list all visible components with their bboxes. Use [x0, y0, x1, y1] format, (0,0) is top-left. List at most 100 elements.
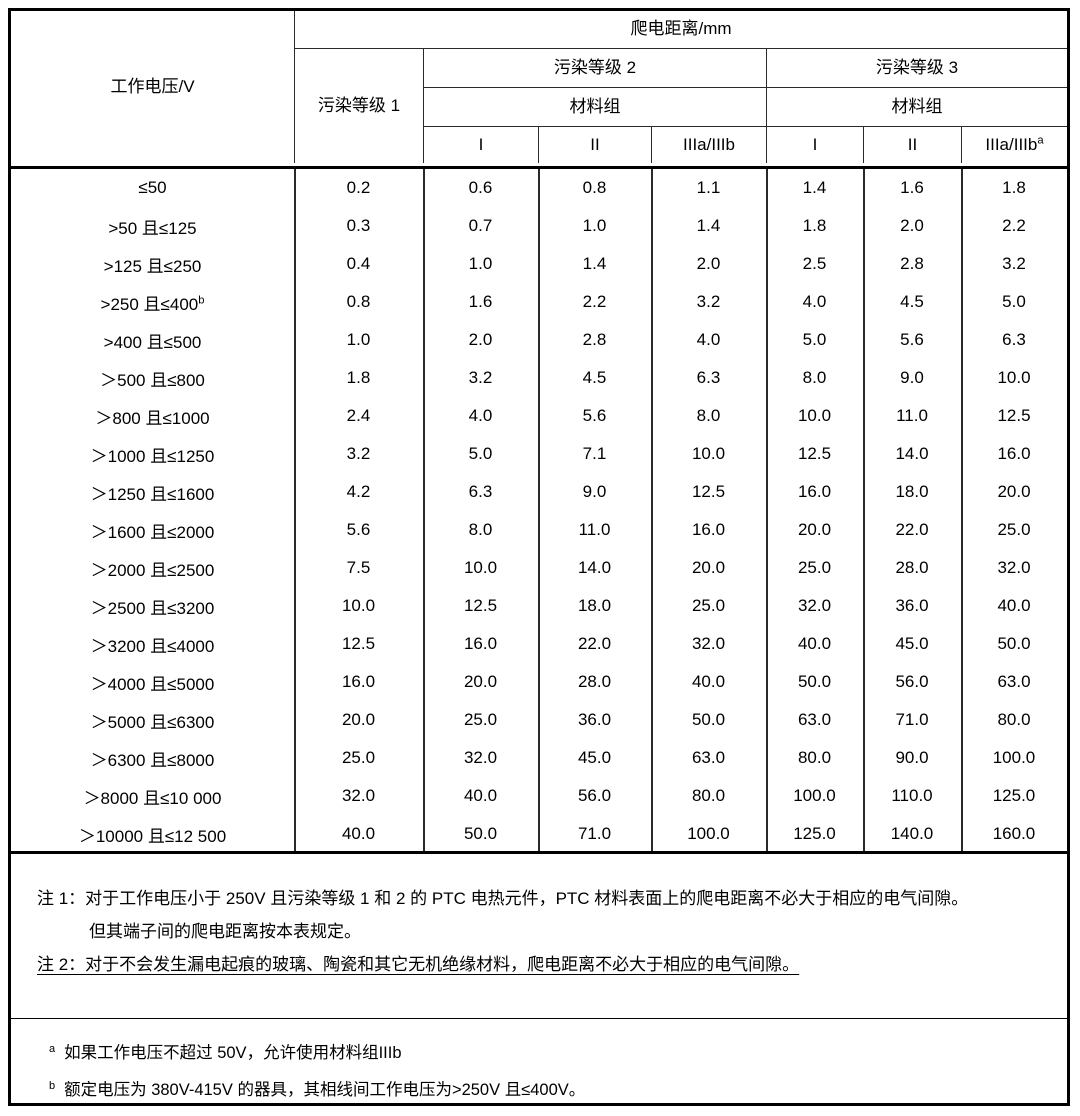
creepage-value-cell: 3.2 [346, 444, 371, 463]
creepage-value-cell: 2.2 [582, 292, 607, 311]
creepage-value-cell: 12.5 [691, 482, 726, 501]
creepage-value-cell: 25.0 [691, 596, 726, 615]
creepage-value-cell: 8.0 [696, 406, 721, 425]
creepage-value-cell: 160.0 [992, 824, 1036, 843]
creepage-value-cell: 12.5 [997, 406, 1031, 425]
creepage-value-cell: 56.0 [577, 786, 612, 805]
creepage-value-cell: 14.0 [577, 558, 612, 577]
creepage-value-cell: 71.0 [577, 824, 612, 843]
voltage-range-cell: ＞2000 且≤2500 [90, 560, 215, 580]
creepage-value-cell: 5.0 [802, 330, 827, 349]
creepage-value-cell: 32.0 [341, 786, 376, 805]
footnote-ref-b: b [198, 293, 205, 306]
voltage-range-cell: ≤50 [138, 178, 167, 197]
creepage-value-cell: 20.0 [341, 710, 376, 729]
note-2-text: 注 2：对于不会发生漏电起痕的玻璃、陶瓷和其它无机绝缘材料，爬电距离不必大于相应… [37, 955, 800, 975]
creepage-value-cell: 25.0 [463, 710, 498, 729]
footnote-b: b 额定电压为 380V-415V 的器具，其相线间工作电压为>250V 且≤40… [37, 1072, 1041, 1109]
creepage-value-cell: 80.0 [797, 748, 832, 767]
creepage-value-cell: 125.0 [793, 824, 836, 843]
voltage-range-cell: ＞4000 且≤5000 [90, 674, 215, 694]
note-2: 注 2：对于不会发生漏电起痕的玻璃、陶瓷和其它无机绝缘材料，爬电距离不必大于相应… [37, 948, 1041, 981]
creepage-value-cell: 5.0 [468, 444, 493, 463]
header-pollution-1-label: 污染等级 1 [317, 95, 401, 115]
header-creepage-label: 爬电距离/mm [630, 19, 732, 39]
footnotes-section: a 如果工作电压不超过 50V，允许使用材料组IIIb b 额定电压为 380V-4… [11, 1019, 1067, 1109]
creepage-value-cell: 9.0 [582, 482, 607, 501]
creepage-value-cell: 0.8 [346, 292, 371, 311]
table-row: ＞8000 且≤10 000 32.0 40.0 56.0 80.0 100.0 110.0… [11, 777, 1067, 815]
creepage-value-cell: 16.0 [997, 444, 1031, 463]
creepage-value-cell: 4.5 [900, 292, 924, 311]
creepage-value-cell: 16.0 [341, 672, 376, 691]
creepage-value-cell: 10.0 [997, 368, 1031, 387]
header-pollution-2-label: 污染等级 2 [553, 57, 637, 77]
creepage-value-cell: 20.0 [463, 672, 498, 691]
creepage-value-cell: 125.0 [992, 786, 1036, 805]
table-body: ≤50 0.2 0.6 0.8 1.1 1.4 1.6 1.8 >50 且≤125 0.3 0.7 1… [11, 169, 1067, 854]
creepage-value-cell: 8.0 [802, 368, 827, 387]
header-group-pd3-ii: II [863, 127, 961, 163]
header-group-pd3-iiia-iiib: IIIa/IIIba [961, 127, 1067, 163]
table-row: ＞1250 且≤1600 4.2 6.3 9.0 12.5 16.0 18.0 20.0 [11, 473, 1067, 511]
creepage-value-cell: 1.6 [900, 178, 924, 197]
creepage-value-cell: 80.0 [997, 710, 1031, 729]
voltage-range-cell: ＞10000 且≤12 500 [78, 826, 227, 846]
creepage-value-cell: 10.0 [797, 406, 832, 425]
creepage-value-cell: 4.5 [582, 368, 607, 387]
creepage-value-cell: 1.4 [802, 178, 827, 197]
creepage-value-cell: 36.0 [577, 710, 612, 729]
creepage-value-cell: 7.5 [346, 558, 371, 577]
creepage-value-cell: 18.0 [895, 482, 929, 501]
creepage-value-cell: 100.0 [793, 786, 836, 805]
voltage-range-cell: ＞2500 且≤3200 [90, 598, 215, 618]
creepage-value-cell: 3.2 [468, 368, 493, 387]
header-group-pd2-ii: II [538, 127, 651, 163]
table-row: ＞1000 且≤1250 3.2 5.0 7.1 10.0 12.5 14.0 16.0 [11, 435, 1067, 473]
creepage-value-cell: 1.6 [468, 292, 493, 311]
voltage-range-cell: ＞6300 且≤8000 [90, 750, 215, 770]
creepage-value-cell: 16.0 [463, 634, 498, 653]
creepage-value-cell: 7.1 [582, 444, 607, 463]
creepage-value-cell: 10.0 [463, 558, 498, 577]
voltage-range-cell: ＞1600 且≤2000 [90, 522, 215, 542]
creepage-value-cell: 45.0 [895, 634, 929, 653]
creepage-value-cell: 12.5 [341, 634, 376, 653]
creepage-value-cell: 40.0 [691, 672, 726, 691]
creepage-value-cell: 140.0 [890, 824, 934, 843]
creepage-value-cell: 14.0 [895, 444, 929, 463]
creepage-value-cell: 0.7 [468, 216, 493, 235]
header-group-pd2-ii-label: II [590, 134, 600, 154]
creepage-data-table: ≤50 0.2 0.6 0.8 1.1 1.4 1.6 1.8 >50 且≤125 0.3 0.7 1… [11, 169, 1067, 853]
header-group-pd2-iiia-iiib-label: IIIa/IIIb [683, 134, 735, 154]
creepage-value-cell: 2.2 [1002, 216, 1026, 235]
creepage-value-cell: 5.6 [900, 330, 924, 349]
header-group-pd3-i-label: I [812, 134, 818, 154]
creepage-value-cell: 1.8 [1002, 178, 1026, 197]
creepage-value-cell: 8.0 [468, 520, 493, 539]
creepage-distance-table: 工作电压/V 爬电距离/mm 污染等级 1 污染等级 2 污染等级 3 材料组 … [8, 8, 1070, 1106]
creepage-value-cell: 2.8 [582, 330, 607, 349]
creepage-value-cell: 5.6 [346, 520, 371, 539]
creepage-value-cell: 4.2 [346, 482, 371, 501]
creepage-value-cell: 100.0 [992, 748, 1036, 767]
creepage-value-cell: 0.2 [346, 178, 371, 197]
creepage-value-cell: 18.0 [577, 596, 612, 615]
creepage-value-cell: 1.0 [468, 254, 493, 273]
creepage-value-cell: 4.0 [696, 330, 721, 349]
header-group-pd2-iiia-iiib: IIIa/IIIb [651, 127, 766, 163]
table-row: ＞2500 且≤3200 10.0 12.5 18.0 25.0 32.0 36.0 40.0 [11, 587, 1067, 625]
header-voltage-column: 工作电压/V [11, 11, 294, 163]
creepage-value-cell: 6.3 [1002, 330, 1026, 349]
creepage-value-cell: 80.0 [691, 786, 726, 805]
header-pollution-degree-3: 污染等级 3 [766, 49, 1067, 88]
footnote-a: a 如果工作电压不超过 50V，允许使用材料组IIIb [37, 1035, 1041, 1072]
voltage-range-cell: ＞8000 且≤10 000 [83, 788, 222, 808]
creepage-value-cell: 20.0 [797, 520, 832, 539]
table-row: ＞2000 且≤2500 7.5 10.0 14.0 20.0 25.0 28.0 32.0 [11, 549, 1067, 587]
creepage-value-cell: 4.0 [468, 406, 493, 425]
creepage-value-cell: 1.0 [582, 216, 607, 235]
table-row: ＞800 且≤1000 2.4 4.0 5.6 8.0 10.0 11.0 12.5 [11, 397, 1067, 435]
creepage-value-cell: 12.5 [797, 444, 832, 463]
voltage-range-cell: ＞500 且≤800 [100, 370, 205, 390]
